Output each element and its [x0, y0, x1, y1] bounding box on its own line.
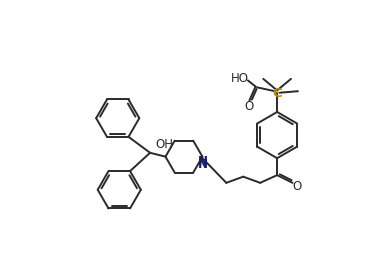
Text: OH: OH	[155, 137, 173, 150]
Text: N: N	[198, 157, 207, 170]
Text: C: C	[272, 87, 282, 100]
Text: HO: HO	[231, 72, 249, 85]
Text: O: O	[292, 180, 302, 193]
Text: N: N	[198, 154, 208, 167]
Text: O: O	[244, 100, 253, 113]
